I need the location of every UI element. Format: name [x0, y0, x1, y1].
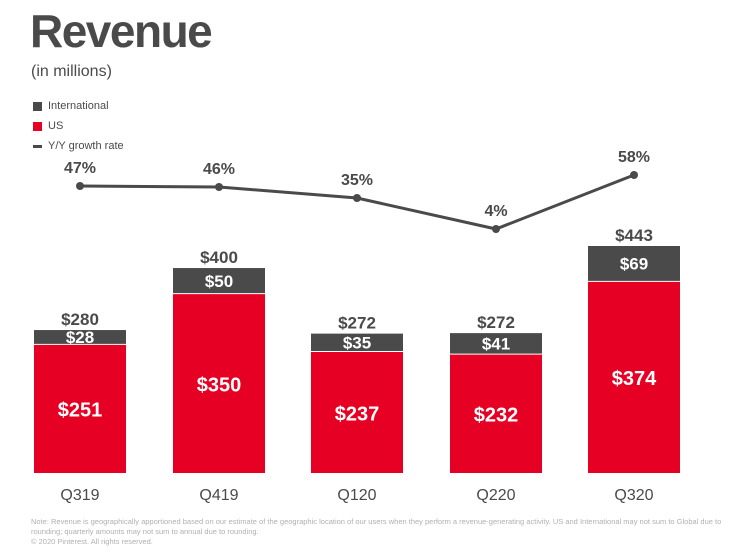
- growth-label-q220: 4%: [484, 203, 507, 220]
- label-us-q319: $251: [58, 400, 103, 422]
- x-tick-q120: Q120: [337, 487, 376, 504]
- bar-us-q319: [34, 344, 126, 473]
- legend: International US Y/Y growth rate: [33, 96, 124, 156]
- footnote-line-3: © 2020 Pinterest. All rights reserved.: [31, 537, 153, 546]
- legend-item-growth: Y/Y growth rate: [33, 136, 124, 156]
- legend-item-us: US: [33, 116, 124, 136]
- bar-us-q419: [173, 293, 265, 473]
- growth-label-q419: 46%: [203, 161, 235, 178]
- footnote-line-2: rounding; quarterly amounts may not sum …: [31, 527, 259, 536]
- bar-international-q220: [450, 333, 542, 355]
- legend-swatch-us: [33, 121, 42, 131]
- label-total-q120: $272: [338, 314, 376, 333]
- label-us-q320: $374: [612, 368, 657, 390]
- label-total-q319: $280: [61, 310, 99, 329]
- label-international-q319: $28: [66, 328, 94, 347]
- legend-swatch-international: [33, 101, 42, 111]
- growth-point-q120: [353, 194, 361, 202]
- growth-point-q220: [492, 225, 500, 233]
- x-tick-q220: Q220: [476, 487, 515, 504]
- growth-point-q319: [76, 182, 84, 190]
- bar-international-q419: [173, 268, 265, 294]
- footnote-line-1: Note: Revenue is geographically apportio…: [31, 517, 722, 526]
- label-international-q120: $35: [343, 334, 371, 353]
- legend-label-international: International: [48, 100, 109, 112]
- bar-us-q120: [311, 351, 403, 473]
- x-tick-q320: Q320: [614, 487, 653, 504]
- label-us-q120: $237: [335, 403, 380, 425]
- label-us-q419: $350: [197, 374, 242, 396]
- footnote: Note: Revenue is geographically apportio…: [31, 517, 746, 547]
- chart-title: Revenue: [30, 5, 213, 57]
- legend-label-us: US: [48, 120, 64, 132]
- bar-us-q220: [450, 354, 542, 473]
- label-international-q419: $50: [205, 272, 233, 291]
- bar-us-q320: [588, 281, 680, 473]
- bar-international-q320: [588, 246, 680, 282]
- x-tick-q319: Q319: [60, 487, 99, 504]
- label-total-q220: $272: [477, 313, 515, 332]
- label-us-q220: $232: [474, 405, 519, 427]
- label-total-q419: $400: [200, 248, 238, 267]
- legend-item-international: International: [33, 96, 124, 116]
- bar-international-q120: [311, 333, 403, 352]
- x-tick-q419: Q419: [199, 487, 238, 504]
- growth-point-q419: [215, 183, 223, 191]
- bar-international-q319: [34, 330, 126, 345]
- legend-label-growth: Y/Y growth rate: [48, 140, 124, 152]
- chart-subtitle: (in millions): [31, 63, 112, 80]
- growth-point-q320: [630, 171, 638, 179]
- label-international-q320: $69: [620, 255, 648, 274]
- growth-label-q120: 35%: [341, 172, 373, 189]
- growth-label-q320: 58%: [618, 149, 650, 166]
- label-international-q220: $41: [482, 335, 510, 354]
- legend-swatch-growth: [33, 144, 42, 148]
- label-total-q320: $443: [615, 226, 653, 245]
- growth-label-q319: 47%: [64, 160, 96, 177]
